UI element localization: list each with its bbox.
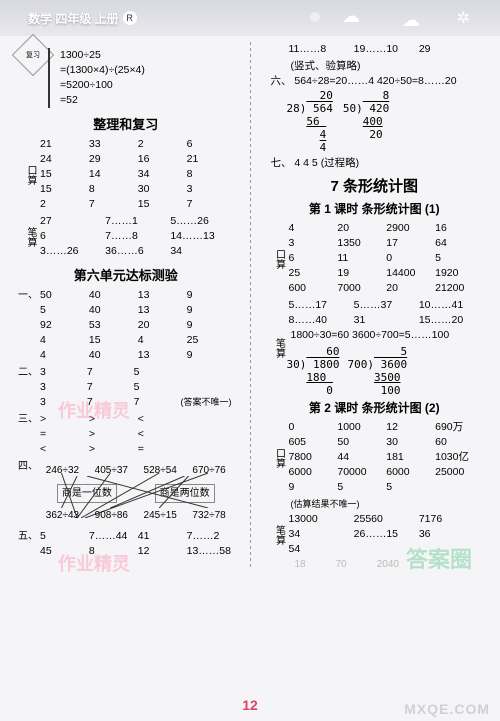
long-division: 5 700) 3600 3500 100 [348, 345, 408, 397]
cloud-icon: ☁ [342, 6, 360, 27]
calc-line: =5200÷100 [56, 78, 234, 93]
cloud-icon: ☁ [402, 10, 420, 31]
long-division-right: 8 50) 420 400 20 [343, 89, 389, 154]
column-divider [250, 42, 251, 570]
r-bisuan-block: 笔算 5……175……3710……41 8……403115……20 1800÷3… [267, 298, 483, 397]
q3-label: 三、 [18, 412, 38, 457]
section-title: 整理和复习 [18, 114, 234, 133]
long-division: 60 30) 1800 180 0 [287, 345, 340, 397]
kousuan-block: 口算 213326 24291621 1514348 158303 27157 [18, 137, 234, 212]
note: (竖式、验算略) [287, 59, 483, 74]
q6-line: 六、 564÷28=20……4 420÷50=8……20 [267, 74, 483, 89]
q2-label: 二、 [18, 365, 38, 410]
q5-block: 五、 57……44417……2 4581213……58 [18, 529, 234, 559]
calc-block: 1300÷25 =(1300×4)÷(25×4) =5200÷100 =52 [48, 48, 234, 108]
header-title: 数学 四年级 上册 [28, 10, 119, 27]
q2-block: 二、 375 375 377(答案不唯一) [18, 365, 234, 410]
r2-kousuan-block: 口算 0100012690万 605503060 7800441811030亿 … [267, 420, 483, 495]
label-kousuan: 口算 [18, 137, 38, 212]
unit6-title: 第六单元达标测验 [18, 265, 234, 284]
label-bisuan: 笔算 [18, 214, 38, 259]
watermark-url: MXQE.COM [404, 701, 490, 717]
note: (估算结果不唯一) [287, 497, 483, 512]
cell: 21 [38, 137, 87, 152]
main-content: 1300÷25 =(1300×4)÷(25×4) =5200÷100 =52 整… [0, 36, 500, 570]
r-kousuan-block: 口算 420290016 313501764 61105 25191440019… [267, 221, 483, 296]
q3-block: 三、 >>< =>< <>= [18, 412, 234, 457]
q1-label: 一、 [18, 288, 38, 363]
q4-label: 四、 [18, 459, 38, 527]
right-column: 11……8 19……10 29 (竖式、验算略) 六、 564÷28=20……4… [267, 42, 483, 570]
calc-line: =52 [56, 93, 234, 108]
decor-dot [310, 12, 320, 22]
page-header: 数学 四年级 上册 R ☁ ☁ ✲ [0, 0, 500, 36]
lesson2-title: 第 2 课时 条形统计图 (2) [267, 399, 483, 416]
q1-block: 一、 5040139 540139 9253209 415425 440139 [18, 288, 234, 363]
header-badge: R [123, 11, 137, 25]
calc-line: =(1300×4)÷(25×4) [56, 63, 234, 78]
long-division-left: 20 28) 564 56 4 4 [287, 89, 333, 154]
connector-lines [38, 476, 234, 508]
calc-line: 1300÷25 [56, 48, 234, 63]
left-column: 1300÷25 =(1300×4)÷(25×4) =5200÷100 =52 整… [18, 42, 234, 570]
snowflake-icon: ✲ [457, 8, 470, 28]
bisuan-block: 笔算 277……15……26 67……814……13 3……2636……634 [18, 214, 234, 259]
q7-line: 七、 4 4 5 (过程略) [267, 156, 483, 171]
r2-bisuan-block: 笔算 13000255607176 3426……1536 54 [267, 512, 483, 557]
q5-label: 五、 [18, 529, 38, 559]
q4-block: 四、 246÷32 405÷37 528÷54 670÷76 商是一位数 商是两… [18, 459, 234, 527]
lesson1-title: 第 1 课时 条形统计图 (1) [267, 200, 483, 217]
chapter7-title: 7 条形统计图 [267, 175, 483, 196]
